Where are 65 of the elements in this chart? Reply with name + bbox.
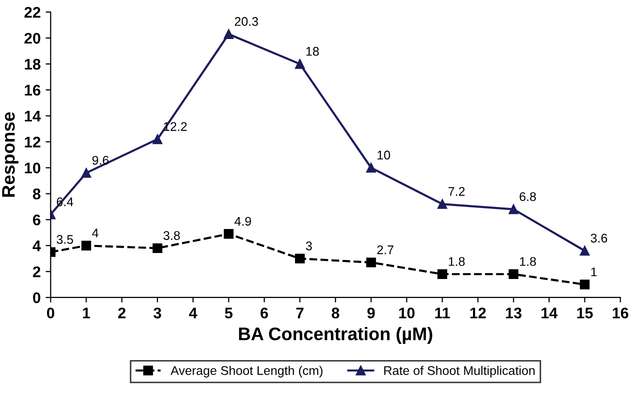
x-tick-label: 12 [470,308,486,318]
data-label: 1.8 [520,257,536,266]
data-label: 18 [306,46,319,56]
data-label: 9.6 [92,156,109,165]
point [437,199,448,209]
point [366,162,376,173]
x-tick-label: 7 [296,308,304,318]
x-tick-label: 10 [399,308,415,318]
x-tick-label: 0 [46,308,54,318]
x-tick-label: 16 [612,308,628,318]
point [224,29,234,39]
y-axis-title: Response [2,112,18,197]
y-tick-label: 14 [24,110,41,122]
y-tick-label: 0 [33,292,40,304]
y-tick-label: 4 [32,240,41,252]
data-label: 1.8 [448,257,465,266]
point [508,204,518,214]
y-tick-label: 16 [24,84,40,96]
data-label: 6.8 [520,192,536,202]
data-label: 10 [378,150,390,160]
x-tick-label: 2 [118,308,126,318]
x-tick-label: 9 [367,308,375,318]
data-label: 3 [306,241,312,250]
y-tick-label: 12 [24,136,40,148]
data-label: 1 [591,268,597,276]
y-tick-label: 8 [32,188,40,200]
point [152,243,162,254]
point [295,59,305,69]
legend-label: Average Shoot Length (cm) [170,366,322,378]
data-label: 3.6 [590,234,608,243]
point [224,229,234,239]
data-label: 4.9 [234,216,252,226]
x-tick-label: 14 [542,308,558,318]
data-label: 4 [92,228,98,238]
x-tick-label: 6 [260,308,268,318]
data-label: 7.2 [448,187,465,196]
point [580,280,590,290]
data-label: 3.8 [163,231,180,240]
x-tick-label: 5 [224,308,232,318]
x-tick-label: 8 [332,308,340,318]
data-label: 3.5 [56,235,74,244]
x-tick-label: 4 [189,308,198,318]
point [508,269,518,279]
point [366,258,376,268]
x-tick-label: 3 [154,308,162,318]
x-tick-label: 13 [506,308,522,318]
y-tick-label: 10 [24,162,40,174]
point [437,269,448,279]
x-axis-title: BA Concentration (µM) [239,327,432,344]
x-tick-label: 1 [82,308,90,318]
y-tick-label: 2 [32,266,40,278]
x-tick-label: 15 [577,308,593,318]
point [295,254,305,264]
y-tick-label: 6 [32,214,40,226]
point [81,168,92,178]
y-tick-label: 18 [24,58,40,70]
data-label: 2.7 [377,245,394,254]
data-label: 20.3 [234,17,258,26]
y-tick-label: 20 [24,32,40,44]
legend-label: Rate of Shoot Multiplication [384,366,535,378]
y-tick-label: 22 [24,6,40,18]
point [580,246,590,256]
point [81,240,92,250]
x-tick-label: 11 [435,308,450,318]
point [152,134,162,144]
